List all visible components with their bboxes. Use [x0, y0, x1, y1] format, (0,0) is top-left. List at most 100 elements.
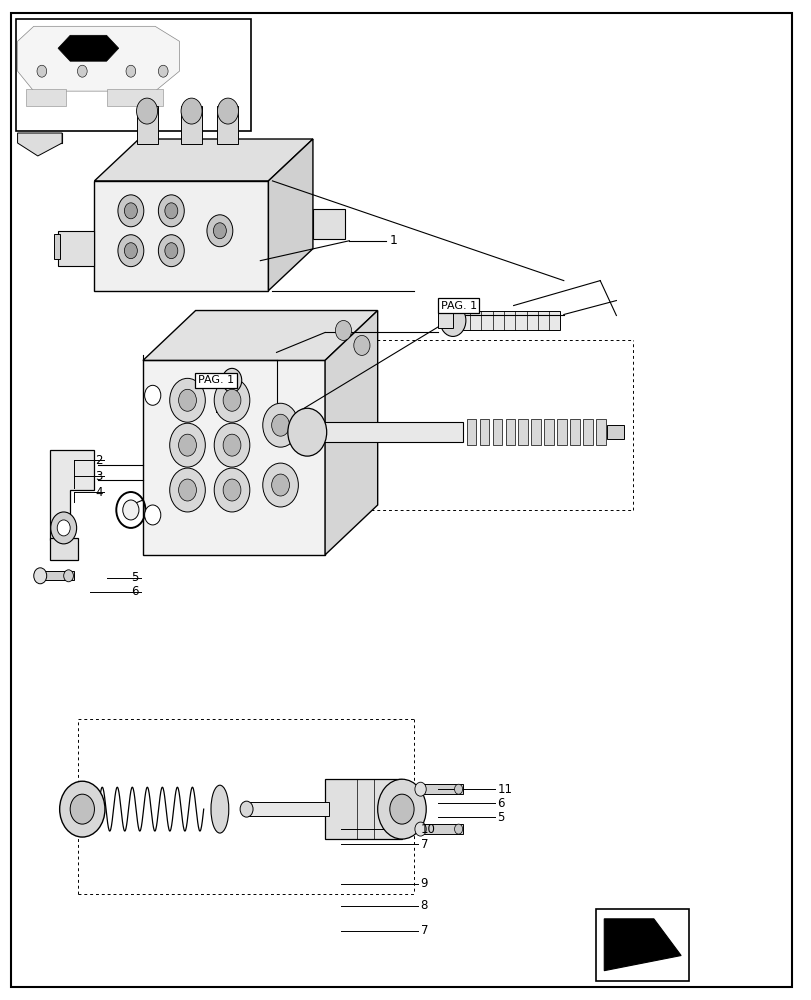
Bar — [582, 419, 592, 445]
Text: 5: 5 — [131, 571, 139, 584]
Circle shape — [37, 65, 47, 77]
Circle shape — [207, 215, 233, 247]
Circle shape — [272, 474, 289, 496]
Circle shape — [158, 195, 184, 227]
Circle shape — [57, 520, 70, 536]
Bar — [595, 909, 689, 981]
Circle shape — [59, 781, 105, 837]
Circle shape — [165, 203, 178, 219]
Bar — [569, 419, 579, 445]
Bar — [418, 824, 462, 834]
Bar — [492, 419, 502, 445]
Bar — [16, 19, 251, 131]
Polygon shape — [50, 538, 78, 560]
Bar — [505, 419, 515, 445]
Circle shape — [217, 98, 238, 124]
Polygon shape — [324, 311, 377, 555]
Bar — [606, 425, 624, 439]
Circle shape — [34, 568, 47, 584]
Polygon shape — [94, 181, 268, 291]
Circle shape — [144, 505, 161, 525]
Circle shape — [51, 512, 76, 544]
Text: 2: 2 — [95, 454, 102, 467]
Text: 8: 8 — [420, 899, 427, 912]
Circle shape — [287, 408, 326, 456]
Circle shape — [63, 570, 73, 582]
Circle shape — [414, 822, 426, 836]
Bar — [36, 571, 74, 580]
Text: 7: 7 — [420, 924, 427, 937]
Circle shape — [181, 98, 202, 124]
Polygon shape — [50, 450, 94, 540]
Bar — [54, 234, 60, 259]
Circle shape — [440, 305, 466, 336]
Circle shape — [122, 500, 139, 520]
Circle shape — [70, 794, 94, 824]
Polygon shape — [18, 26, 179, 91]
Circle shape — [158, 235, 184, 267]
Bar — [530, 419, 540, 445]
Text: 1: 1 — [389, 234, 397, 247]
Polygon shape — [26, 89, 66, 106]
Circle shape — [214, 468, 250, 512]
Polygon shape — [603, 919, 680, 971]
Circle shape — [335, 320, 351, 340]
Circle shape — [144, 385, 161, 405]
Bar — [418, 784, 462, 794]
Polygon shape — [143, 311, 377, 360]
Bar — [18, 133, 62, 143]
Circle shape — [165, 243, 178, 259]
Circle shape — [124, 243, 137, 259]
Circle shape — [223, 389, 241, 411]
Bar — [466, 419, 476, 445]
Bar — [217, 106, 238, 144]
Circle shape — [178, 389, 196, 411]
Text: 6: 6 — [497, 797, 504, 810]
Bar — [543, 419, 553, 445]
Bar — [556, 419, 566, 445]
Circle shape — [213, 223, 226, 239]
Circle shape — [272, 414, 289, 436]
Circle shape — [169, 468, 205, 512]
Circle shape — [214, 378, 250, 422]
Circle shape — [126, 65, 135, 77]
Circle shape — [124, 203, 137, 219]
Circle shape — [240, 801, 253, 817]
Circle shape — [118, 235, 144, 267]
Text: 6: 6 — [131, 585, 139, 598]
Circle shape — [454, 784, 462, 794]
Text: 4: 4 — [95, 486, 102, 499]
Circle shape — [118, 195, 144, 227]
Bar — [136, 106, 157, 144]
Circle shape — [178, 434, 196, 456]
Circle shape — [223, 479, 241, 501]
Polygon shape — [106, 89, 163, 106]
Circle shape — [169, 423, 205, 467]
Polygon shape — [18, 133, 62, 156]
Bar — [595, 419, 605, 445]
Text: 7: 7 — [420, 838, 427, 851]
Text: 9: 9 — [420, 877, 427, 890]
Polygon shape — [268, 139, 312, 291]
Circle shape — [136, 98, 157, 124]
Circle shape — [169, 378, 205, 422]
Circle shape — [377, 779, 426, 839]
Bar — [438, 313, 453, 328]
Bar — [308, 422, 462, 442]
Bar — [324, 779, 401, 839]
Circle shape — [223, 434, 241, 456]
Circle shape — [178, 479, 196, 501]
Circle shape — [263, 403, 298, 447]
Circle shape — [263, 463, 298, 507]
Circle shape — [214, 423, 250, 467]
Text: 11: 11 — [497, 783, 512, 796]
Circle shape — [414, 782, 426, 796]
Circle shape — [354, 335, 370, 355]
Bar — [479, 419, 489, 445]
Circle shape — [228, 375, 236, 385]
Circle shape — [158, 65, 168, 77]
Polygon shape — [94, 139, 312, 181]
Polygon shape — [143, 360, 324, 555]
Text: 5: 5 — [497, 811, 504, 824]
Text: 3: 3 — [95, 470, 102, 483]
